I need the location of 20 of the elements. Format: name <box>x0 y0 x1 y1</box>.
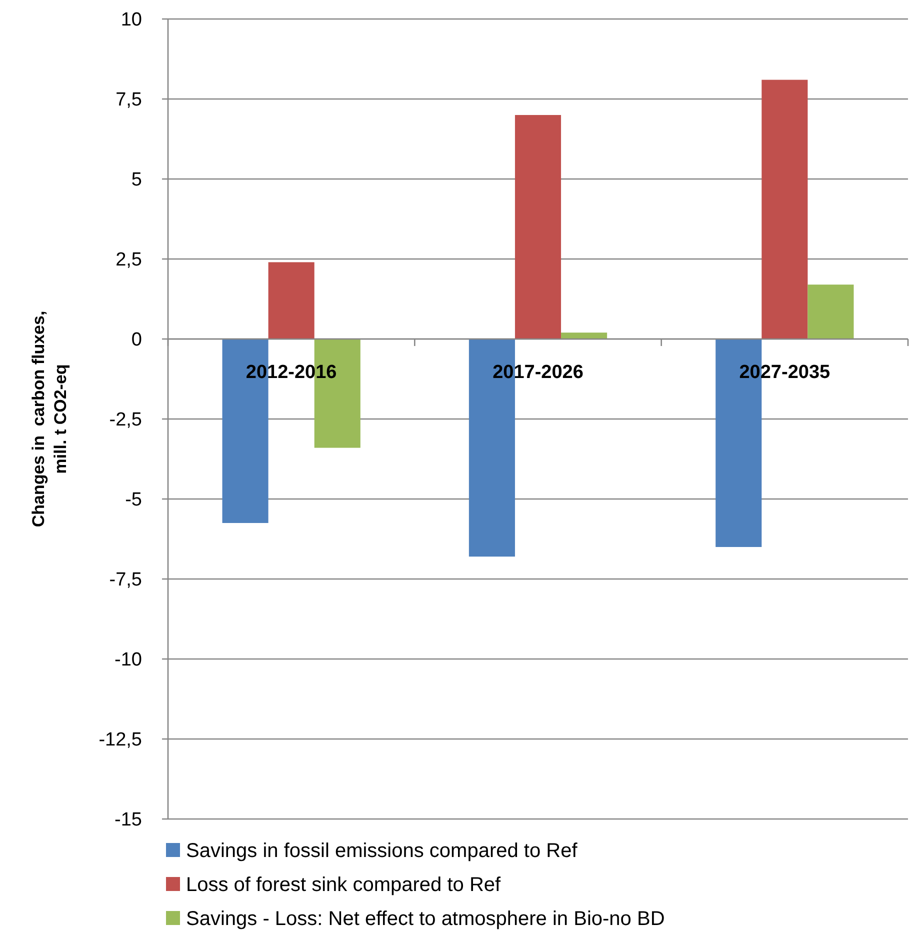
bar <box>561 332 608 339</box>
y-tick-label: -7,5 <box>109 570 142 591</box>
y-tick-label: 2,5 <box>116 250 142 271</box>
bar <box>514 115 562 339</box>
legend-label: Loss of forest sink compared to Ref <box>186 874 502 896</box>
bar <box>808 284 854 339</box>
y-tick-label: -15 <box>114 810 142 831</box>
y-tick-label: -10 <box>114 650 142 671</box>
legend-label: Savings in fossil emissions compared to Ref <box>186 840 578 862</box>
y-axis-title: Changes in carbon fluxes, mill. t CO2-eq <box>29 310 70 528</box>
y-tick-label: 7,5 <box>116 90 142 111</box>
legend-label: Savings - Loss: Net effect to atmosphere in Bio-no BD <box>186 908 665 930</box>
y-tick-label: 0 <box>131 330 142 351</box>
y-tick-label: -5 <box>125 490 142 511</box>
bar <box>268 262 314 339</box>
bar <box>762 80 808 339</box>
y-tick-label: -12,5 <box>98 730 142 751</box>
y-tick-label: -2,5 <box>109 410 142 431</box>
y-tick-label: 5 <box>131 170 142 191</box>
y-tick-label: 10 <box>120 10 142 31</box>
